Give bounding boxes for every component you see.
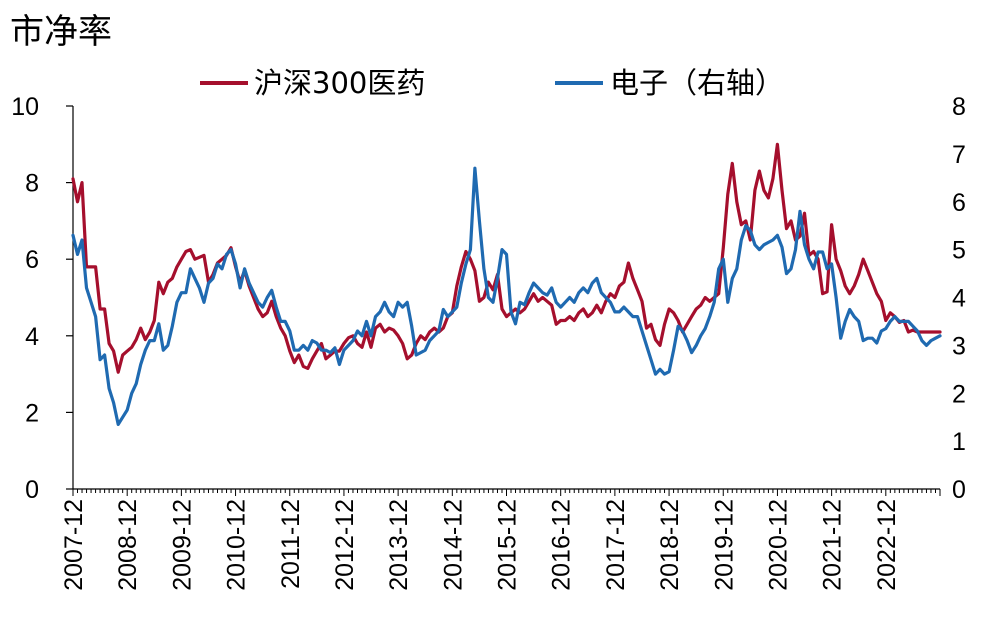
y-right-tick-label: 0 <box>952 476 966 504</box>
y-left-tick-label: 8 <box>25 170 39 198</box>
x-tick-label: 2011-12 <box>277 499 305 589</box>
y-right-tick-label: 6 <box>952 189 966 217</box>
x-tick-label: 2017-12 <box>602 499 630 591</box>
x-tick-label: 2019-12 <box>710 499 738 591</box>
series-line-2 <box>71 166 942 426</box>
x-tick-label: 2014-12 <box>439 499 467 591</box>
x-tick-label: 2012-12 <box>331 499 359 591</box>
y-right-tick-label: 7 <box>952 141 966 169</box>
x-tick-label: 2007-12 <box>60 499 88 591</box>
x-tick-label: 2010-12 <box>223 499 251 591</box>
y-right-tick-label: 8 <box>952 93 966 121</box>
legend-label-2: 电子（右轴） <box>610 66 784 100</box>
y-left-tick-label: 10 <box>11 93 39 121</box>
y-left-tick-label: 2 <box>25 399 39 427</box>
y-right-tick-label: 2 <box>952 380 966 408</box>
x-tick-label: 2021-12 <box>819 499 847 591</box>
x-tick-label: 2015-12 <box>494 499 522 591</box>
chart-title: 市净率 <box>10 12 112 52</box>
y-left-tick-label: 0 <box>25 476 39 504</box>
x-tick-label: 2018-12 <box>656 499 684 591</box>
y-left-tick-label: 4 <box>25 323 39 351</box>
series-layer <box>71 142 942 426</box>
axes-group: 0 2 4 6 8 10 0 1 2 3 4 5 6 7 8 2007-12 2008-12 2009-12 201… <box>11 93 966 591</box>
y-right-tick-label: 1 <box>952 428 966 456</box>
legend-label-1: 沪深300医药 <box>254 66 425 100</box>
x-tick-label: 2022-12 <box>873 499 901 591</box>
legend: 沪深300医药 电子（右轴） <box>200 66 784 100</box>
x-tick-label: 2016-12 <box>548 499 576 591</box>
x-tick-label: 2013-12 <box>385 499 413 591</box>
y-right-tick-label: 3 <box>952 332 966 360</box>
x-tick-label: 2009-12 <box>168 499 196 591</box>
y-right-tick-label: 5 <box>952 237 966 265</box>
x-tick-label: 2008-12 <box>114 499 142 591</box>
y-right-tick-label: 4 <box>952 285 966 313</box>
x-tick-label: 2020-12 <box>764 499 792 591</box>
y-left-tick-label: 6 <box>25 246 39 274</box>
